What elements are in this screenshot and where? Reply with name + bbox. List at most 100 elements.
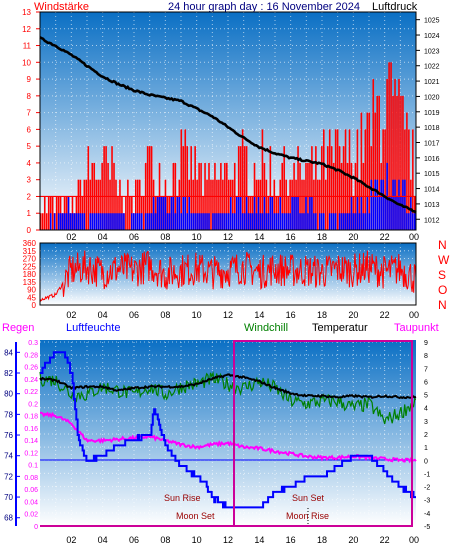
mean-bar bbox=[224, 213, 226, 230]
gust-bar bbox=[408, 129, 410, 230]
mean-bar bbox=[216, 213, 218, 230]
x-tick-label: 18 bbox=[317, 310, 327, 320]
mean-bar bbox=[89, 213, 92, 230]
gust-bar bbox=[79, 179, 82, 230]
gust-bar bbox=[40, 213, 42, 230]
wind-tick-label: 1 bbox=[27, 209, 32, 218]
mean-bar bbox=[364, 213, 367, 230]
x-tick-label: 04 bbox=[98, 535, 108, 545]
mean-bar bbox=[53, 213, 56, 230]
gust-bar bbox=[372, 79, 375, 230]
gust-bar bbox=[392, 95, 394, 230]
temperature-tick-label: -5 bbox=[424, 524, 430, 531]
gust-bar bbox=[265, 179, 268, 230]
mean-bar bbox=[348, 213, 351, 230]
x-tick-label: 08 bbox=[160, 232, 170, 242]
mean-bar bbox=[394, 179, 396, 230]
mean-bar bbox=[404, 179, 406, 230]
temperature-tick-label: 0 bbox=[424, 458, 428, 465]
mean-bar bbox=[192, 213, 194, 230]
mean-bar bbox=[133, 213, 135, 230]
mean-bar bbox=[400, 196, 402, 230]
mean-bar bbox=[99, 213, 101, 230]
gust-bar bbox=[360, 112, 363, 230]
gust-bar bbox=[186, 146, 189, 230]
gust-bar bbox=[115, 179, 117, 230]
mean-bar bbox=[91, 213, 94, 230]
gust-bar bbox=[317, 179, 319, 230]
rain-label: Regen bbox=[2, 322, 34, 334]
moon-rise-label: Moon Rise bbox=[286, 511, 329, 521]
mean-bar bbox=[350, 196, 353, 230]
mean-bar bbox=[358, 213, 361, 230]
mean-bar bbox=[103, 213, 105, 230]
mean-bar bbox=[263, 196, 266, 230]
mean-bar bbox=[152, 196, 155, 230]
gust-bar bbox=[239, 146, 242, 230]
mean-bar bbox=[158, 196, 161, 230]
gust-bar bbox=[412, 129, 414, 230]
mean-bar bbox=[220, 213, 222, 230]
mean-bar bbox=[194, 213, 196, 230]
rain-tick-label: 0.18 bbox=[24, 414, 38, 421]
gust-bar bbox=[338, 146, 341, 230]
x-tick-label: 20 bbox=[348, 310, 358, 320]
x-tick-label: 22 bbox=[380, 310, 390, 320]
gust-bar bbox=[324, 179, 327, 230]
temperature-tick-label: 6 bbox=[424, 379, 428, 386]
gust-bar bbox=[384, 129, 386, 230]
x-tick-label: 08 bbox=[160, 310, 170, 320]
gust-bar bbox=[51, 196, 54, 230]
mean-bar bbox=[212, 213, 214, 230]
gust-bar bbox=[388, 62, 390, 230]
compass-letter: W bbox=[438, 253, 450, 267]
mean-bar bbox=[69, 213, 72, 230]
mean-bar bbox=[322, 213, 325, 230]
direction-tick-label: 0 bbox=[32, 301, 37, 310]
mean-bar bbox=[253, 196, 256, 230]
mean-bar bbox=[380, 179, 382, 230]
temperature-tick-label: -4 bbox=[424, 511, 430, 518]
compass-letter: N bbox=[438, 298, 447, 312]
mean-bar bbox=[59, 213, 62, 230]
gust-bar bbox=[212, 179, 214, 230]
mean-bar bbox=[362, 213, 365, 230]
mean-bar bbox=[182, 196, 185, 230]
gust-bar bbox=[378, 95, 380, 230]
pressure-tick-label: 1015 bbox=[424, 171, 440, 178]
rain-tick-label: 0.08 bbox=[24, 475, 38, 482]
mean-bar bbox=[172, 196, 175, 230]
mean-bar bbox=[222, 213, 224, 230]
gust-bar bbox=[103, 146, 105, 230]
temperature-tick-label: 8 bbox=[424, 353, 428, 360]
mean-bar bbox=[309, 196, 311, 230]
mean-bar bbox=[342, 213, 345, 230]
gust-bar bbox=[255, 179, 258, 230]
gust-bar bbox=[241, 129, 244, 230]
mean-bar bbox=[131, 213, 133, 230]
mean-bar bbox=[208, 213, 210, 230]
pressure-axis-title: Luftdruck bbox=[372, 1, 418, 13]
gust-bar bbox=[273, 179, 276, 230]
wind-tick-label: 10 bbox=[22, 58, 31, 67]
x-tick-label: 12 bbox=[223, 310, 233, 320]
gust-bar bbox=[243, 146, 246, 230]
gust-bar bbox=[95, 179, 97, 230]
mean-bar bbox=[231, 213, 234, 230]
gust-bar bbox=[41, 213, 44, 230]
x-tick-label: 10 bbox=[192, 310, 202, 320]
gust-bar bbox=[334, 129, 337, 230]
rain-tick-label: 0.14 bbox=[24, 438, 38, 445]
mean-bar bbox=[71, 213, 74, 230]
temperature-axis-ticks: -5 -4 -3 -2 -1 0 1 2 3 4 5 6 7 8 9 bbox=[424, 340, 430, 531]
mean-bar bbox=[370, 179, 373, 230]
humidity-line bbox=[40, 351, 416, 509]
rain-tick-label: 0.22 bbox=[24, 389, 38, 396]
mean-bar bbox=[366, 196, 369, 230]
x-tick-label: 06 bbox=[129, 232, 139, 242]
gust-bar bbox=[326, 146, 329, 230]
x-tick-label: 00 bbox=[409, 310, 419, 320]
temperature-tick-label: 5 bbox=[424, 393, 428, 400]
